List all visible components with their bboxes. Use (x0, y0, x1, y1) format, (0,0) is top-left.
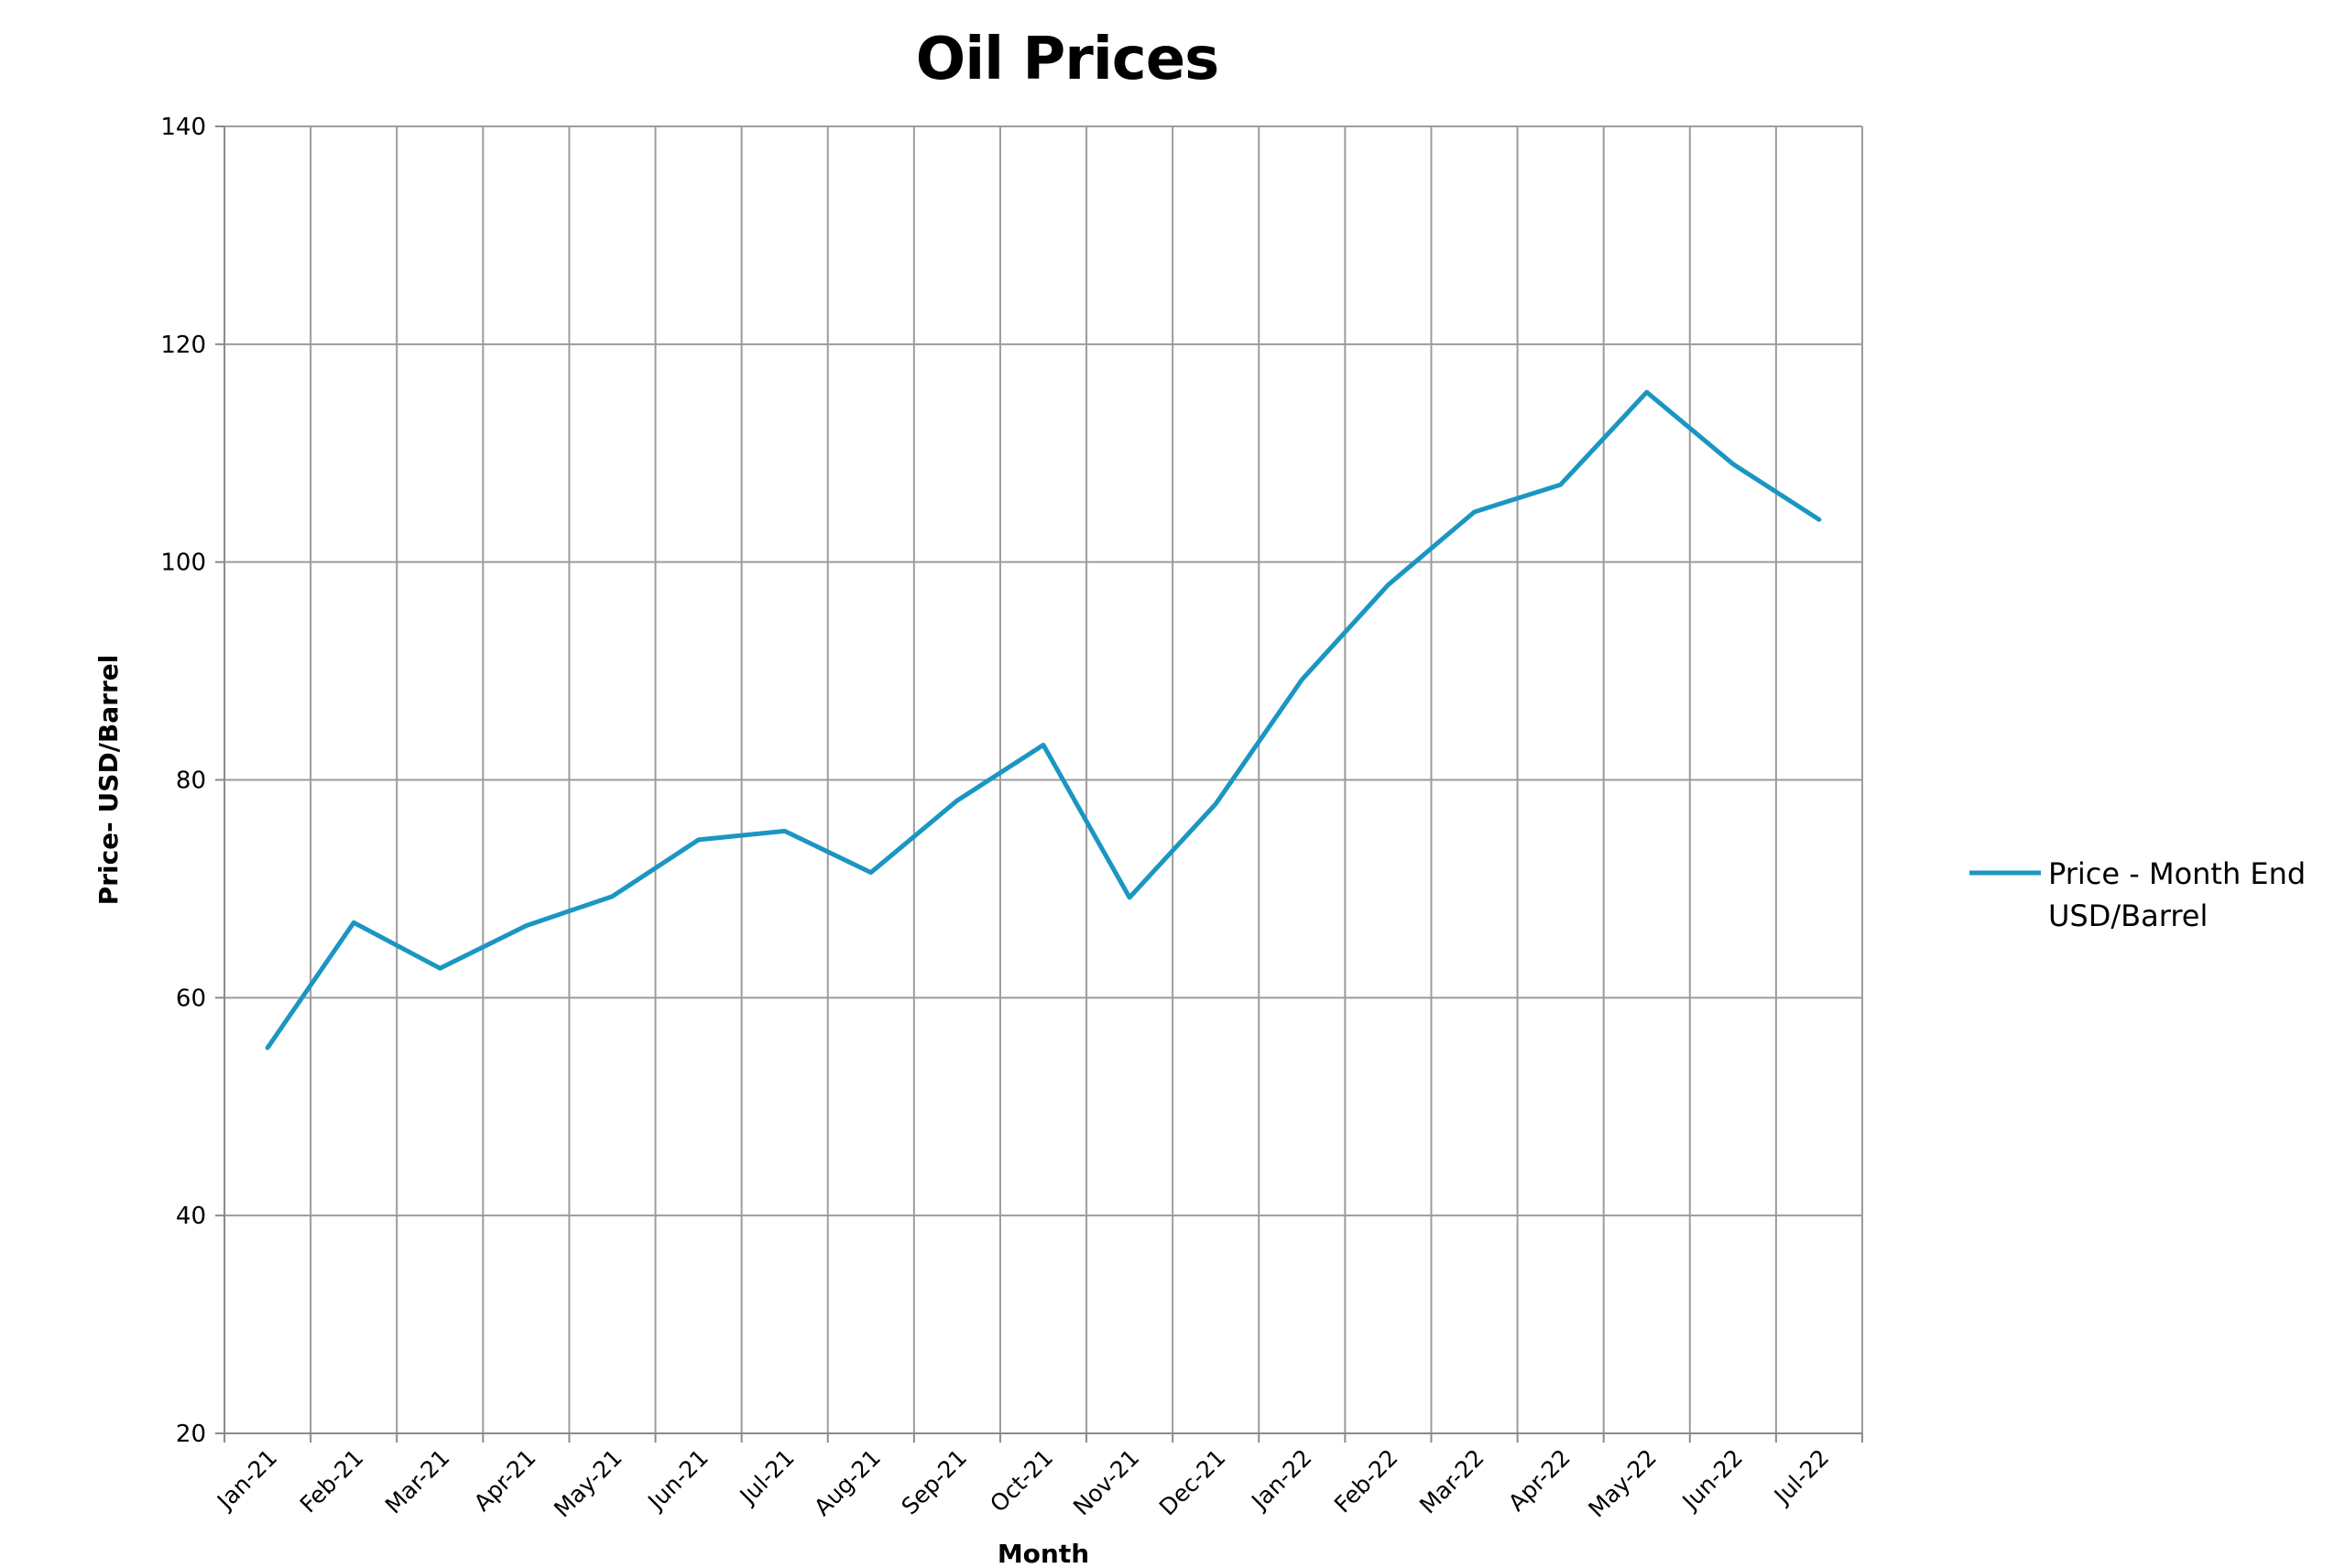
x-tick-label: Aug-21 (809, 1444, 886, 1521)
legend-label: Price - Month End (2048, 856, 2306, 891)
y-tick-label: 20 (176, 1421, 206, 1448)
x-tick-label: May-21 (549, 1444, 627, 1523)
y-tick-label: 120 (160, 332, 206, 359)
x-tick-label: Jul-22 (1768, 1444, 1834, 1510)
chart-title: Oil Prices (915, 26, 1219, 93)
x-tick-label: Sep-21 (896, 1444, 972, 1520)
legend-label: USD/Barrel (2048, 898, 2208, 933)
y-tick-label: 60 (176, 985, 206, 1012)
y-tick-label: 100 (160, 550, 206, 577)
x-tick-label: Mar-21 (380, 1444, 455, 1519)
x-tick-label: Jun-22 (1676, 1444, 1748, 1516)
y-tick-label: 40 (176, 1203, 206, 1230)
x-axis-title: Month (998, 1539, 1089, 1568)
y-axis-title: Price- USD/Barrel (93, 655, 124, 906)
x-tick-label: Oct-21 (985, 1444, 1058, 1518)
x-tick-label: Apr-22 (1503, 1444, 1576, 1517)
y-tick-label: 80 (176, 768, 206, 795)
x-tick-label: May-22 (1583, 1444, 1662, 1523)
x-tick-label: Dec-21 (1154, 1444, 1231, 1521)
legend: Price - Month End USD/Barrel (1969, 856, 2306, 933)
x-axis-ticks: Jan-21 Feb-21 Mar-21 Apr-21 May-21 Jun-21 Jul-… (211, 1433, 1863, 1523)
x-tick-label: Mar-22 (1414, 1444, 1489, 1519)
series (265, 389, 1822, 1051)
grid (224, 125, 1863, 1433)
x-tick-label: Feb-21 (295, 1444, 369, 1519)
x-tick-label: Jun-21 (641, 1444, 713, 1516)
x-tick-label: Jan-22 (1246, 1444, 1317, 1516)
series-line (265, 389, 1822, 1051)
x-tick-label: Feb-22 (1329, 1444, 1403, 1519)
y-tick-label: 140 (160, 114, 206, 141)
x-tick-label: Jan-21 (211, 1444, 282, 1516)
x-tick-label: Apr-21 (469, 1444, 541, 1517)
y-axis-ticks: 20 40 60 80 100 120 140 (160, 114, 224, 1448)
x-tick-label: Nov-21 (1068, 1444, 1144, 1520)
x-tick-label: Jul-21 (734, 1444, 800, 1510)
